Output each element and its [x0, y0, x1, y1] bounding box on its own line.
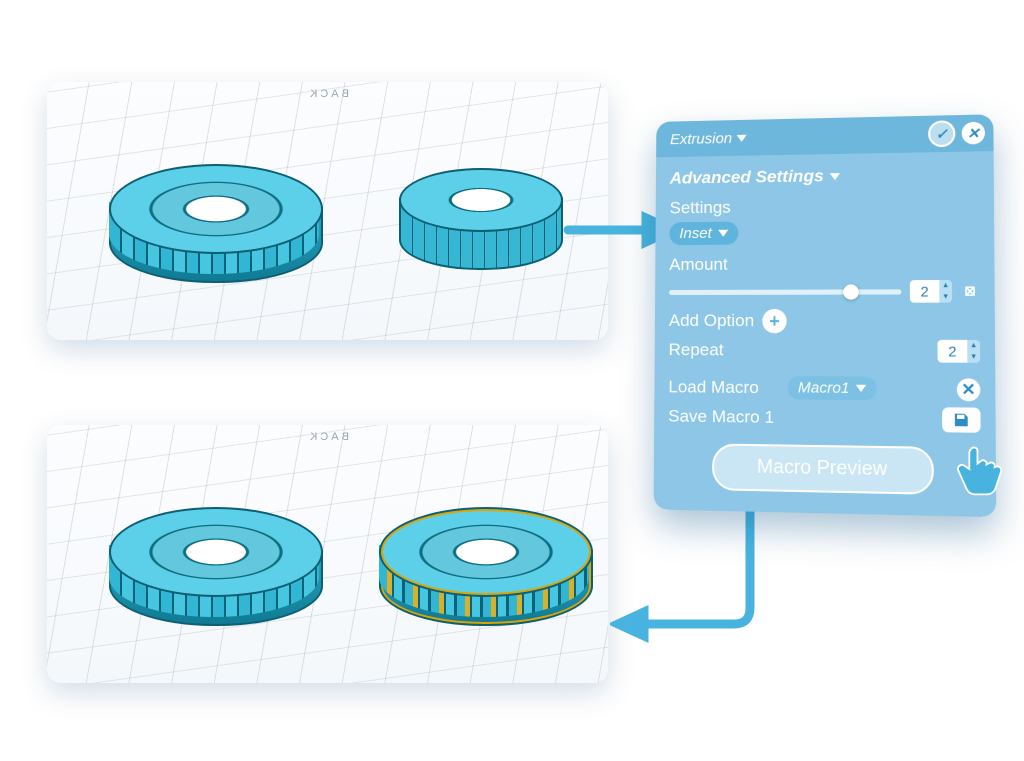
- chevron-down-icon: [830, 173, 840, 180]
- gear-shape: [109, 507, 319, 637]
- macro-preview-label: Macro Preview: [757, 456, 887, 481]
- add-option-button[interactable]: +: [762, 309, 786, 333]
- load-macro-label: Load Macro: [668, 377, 779, 398]
- back-label: BACK: [307, 431, 349, 443]
- amount-stepper[interactable]: ▲▼: [910, 280, 952, 303]
- cursor-hand-icon: [953, 440, 1011, 498]
- settings-value: Inset: [679, 225, 712, 242]
- cylinder-shape: [399, 168, 559, 278]
- amount-label: Amount: [669, 253, 979, 275]
- chevron-down-icon: [856, 385, 866, 392]
- back-label: BACK: [307, 88, 349, 100]
- repeat-label: Repeat: [669, 340, 930, 361]
- step-down-icon[interactable]: ▼: [939, 291, 952, 302]
- clear-amount-button[interactable]: ⊠: [960, 282, 979, 301]
- load-macro-dropdown[interactable]: Macro1: [788, 376, 877, 400]
- arrow-to-result: [610, 490, 780, 660]
- section-title: Advanced Settings: [670, 166, 824, 188]
- viewport-after: BACK: [47, 425, 608, 683]
- save-macro-label: Save Macro 1: [668, 406, 934, 430]
- save-macro-button[interactable]: [942, 407, 981, 433]
- amount-slider[interactable]: [669, 289, 901, 295]
- step-up-icon[interactable]: ▲: [939, 280, 952, 291]
- chevron-down-icon: [736, 134, 746, 141]
- step-up-icon[interactable]: ▲: [967, 340, 980, 351]
- settings-label: Settings: [670, 194, 980, 218]
- stage: BACK BACK Extrusion: [0, 0, 1024, 761]
- clear-macro-button[interactable]: ✕: [957, 378, 981, 401]
- extrusion-panel: Extrusion ✓ ✕ Advanced Settings Settings…: [654, 114, 997, 517]
- gear-shape-selected: [379, 507, 589, 637]
- confirm-button[interactable]: ✓: [928, 120, 955, 147]
- repeat-input[interactable]: [937, 340, 967, 363]
- panel-title: Extrusion: [670, 130, 732, 148]
- macro-preview-button[interactable]: Macro Preview: [712, 443, 934, 494]
- chevron-down-icon: [718, 230, 728, 237]
- step-down-icon[interactable]: ▼: [967, 351, 980, 362]
- repeat-stepper[interactable]: ▲▼: [937, 340, 980, 363]
- advanced-settings-toggle[interactable]: Advanced Settings: [670, 164, 979, 189]
- gear-shape: [109, 164, 319, 294]
- load-macro-value: Macro1: [798, 379, 850, 397]
- viewport-before: BACK: [47, 82, 608, 340]
- close-button[interactable]: ✕: [962, 122, 985, 145]
- add-option-label: Add Option: [669, 311, 754, 331]
- save-icon: [953, 412, 970, 429]
- amount-input[interactable]: [910, 280, 940, 303]
- settings-dropdown[interactable]: Inset: [669, 222, 738, 246]
- panel-header[interactable]: Extrusion ✓ ✕: [656, 114, 993, 157]
